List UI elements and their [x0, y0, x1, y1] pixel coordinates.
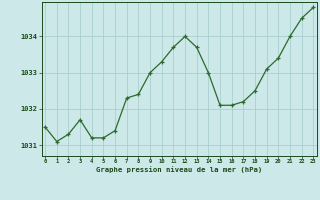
- X-axis label: Graphe pression niveau de la mer (hPa): Graphe pression niveau de la mer (hPa): [96, 166, 262, 173]
